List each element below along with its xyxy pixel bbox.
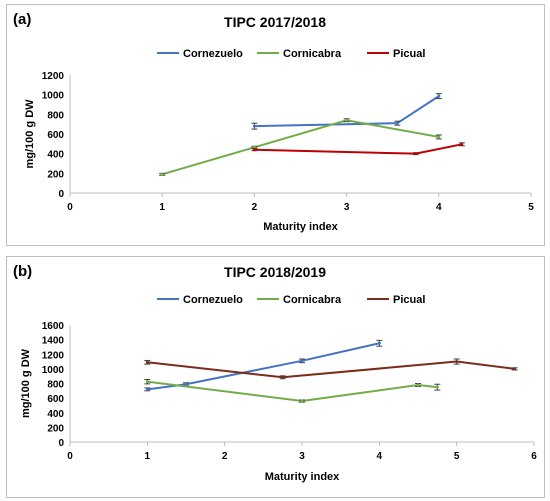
y-tick-label: 400 (47, 150, 64, 161)
data-point (160, 172, 164, 176)
chart-panel-a: (a) TIPC 2017/2018 Cornezuelo Cornicabra Pi… (6, 4, 545, 246)
panel-label: (b) (13, 263, 33, 280)
x-tick-label: 2 (222, 451, 228, 462)
x-tick-label: 6 (531, 451, 537, 462)
data-point (145, 380, 149, 384)
x-tick-label: 2 (252, 202, 258, 213)
chart-svg-a: TIPC 2017/2018 Cornezuelo Cornicabra Picual… (24, 14, 534, 233)
data-point (513, 367, 517, 371)
x-axis-label: Maturity index (265, 471, 340, 483)
data-point (437, 94, 441, 98)
y-tick-label: 200 (47, 169, 64, 180)
data-point (455, 360, 459, 364)
legend-label: Cornezuelo (183, 48, 243, 60)
y-tick-label: 400 (47, 409, 64, 420)
data-point (145, 360, 149, 364)
x-tick-label: 5 (454, 451, 460, 462)
legend-label: Cornicabra (283, 48, 342, 60)
chart-title: TIPC 2018/2019 (224, 264, 326, 280)
x-tick-label: 3 (299, 451, 305, 462)
x-tick-label: 0 (67, 451, 73, 462)
chart-panel-b: (b) TIPC 2018/2019 Cornezuelo Cornicabra Pi… (6, 256, 545, 498)
data-point (252, 145, 256, 149)
data-point (460, 142, 464, 146)
x-tick-label: 1 (145, 451, 151, 462)
data-point (252, 148, 256, 152)
y-tick-label: 200 (47, 423, 64, 434)
y-tick-label: 800 (47, 380, 64, 391)
y-tick-label: 1600 (42, 321, 65, 332)
series-line-cornicabra (161, 119, 439, 176)
y-tick-label: 1400 (42, 336, 65, 347)
data-point (345, 118, 349, 122)
data-point (252, 124, 256, 128)
x-tick-label: 3 (344, 202, 350, 213)
data-point (377, 341, 381, 345)
data-point (416, 383, 420, 387)
y-tick-label: 1000 (42, 91, 65, 102)
series-line-cornicabra (147, 380, 438, 403)
data-point (414, 152, 418, 156)
legend-label: Cornicabra (283, 294, 342, 306)
data-point (145, 387, 149, 391)
chart-svg-b: TIPC 2018/2019 Cornezuelo Cornicabra Picual… (20, 264, 537, 483)
y-tick-label: 1200 (42, 71, 65, 82)
y-tick-label: 1200 (42, 350, 65, 361)
y-tick-label: 1000 (42, 365, 65, 376)
series-line-picual (147, 360, 515, 379)
x-axis-label: Maturity index (263, 221, 338, 233)
data-point (300, 359, 304, 363)
legend-label: Picual (393, 294, 425, 306)
chart-title: TIPC 2017/2018 (224, 14, 326, 30)
y-axis-label: mg/100 g DW (24, 99, 36, 169)
y-tick-label: 0 (58, 438, 64, 449)
data-point (184, 382, 188, 386)
legend-label: Picual (393, 48, 425, 60)
y-tick-label: 0 (58, 189, 64, 200)
x-tick-label: 5 (528, 202, 534, 213)
legend-label: Cornezuelo (183, 294, 243, 306)
x-tick-label: 4 (377, 451, 383, 462)
y-tick-label: 600 (47, 394, 64, 405)
y-axis-label: mg/100 g DW (20, 348, 32, 418)
data-point (437, 135, 441, 139)
data-point (395, 121, 399, 125)
x-tick-label: 0 (67, 202, 73, 213)
panel-label: (a) (13, 11, 32, 28)
x-tick-label: 1 (159, 202, 165, 213)
y-tick-label: 800 (47, 110, 64, 121)
x-tick-label: 4 (436, 202, 442, 213)
y-tick-label: 600 (47, 130, 64, 141)
data-point (281, 375, 285, 379)
data-point (300, 399, 304, 403)
series-line-picual (254, 143, 463, 155)
data-point (435, 385, 439, 389)
